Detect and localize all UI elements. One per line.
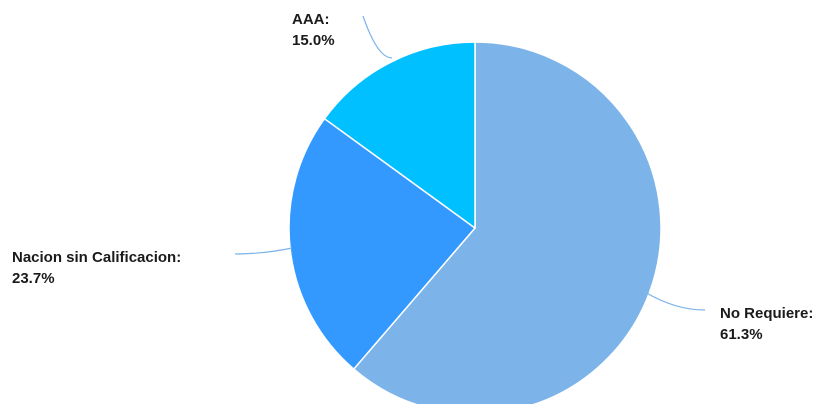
leader-line-no-requiere xyxy=(644,291,706,311)
pie-slices xyxy=(288,41,662,409)
slice-value-aaa: 15.0% xyxy=(292,32,335,49)
slice-label-aaa: AAA: xyxy=(292,11,330,28)
slice-label-no-requiere: No Requiere: xyxy=(720,305,813,322)
leader-lines xyxy=(234,15,706,311)
pie-slice-nacion-sin-calificacion[interactable] xyxy=(288,117,476,370)
slice-label-nacion-sin-calificacion: Nacion sin Calificacion: xyxy=(12,249,181,266)
slice-value-nacion-sin-calificacion: 23.7% xyxy=(12,270,55,287)
leader-line-nacion-sin-calificacion xyxy=(234,247,293,255)
pie-slice-no-requiere[interactable] xyxy=(353,41,662,409)
slice-value-no-requiere: 61.3% xyxy=(720,326,763,343)
slice-labels: No Requiere: 61.3% Nacion sin Calificacion… xyxy=(12,11,813,343)
pie-slice-aaa[interactable] xyxy=(323,41,476,229)
leader-line-aaa xyxy=(362,15,393,59)
